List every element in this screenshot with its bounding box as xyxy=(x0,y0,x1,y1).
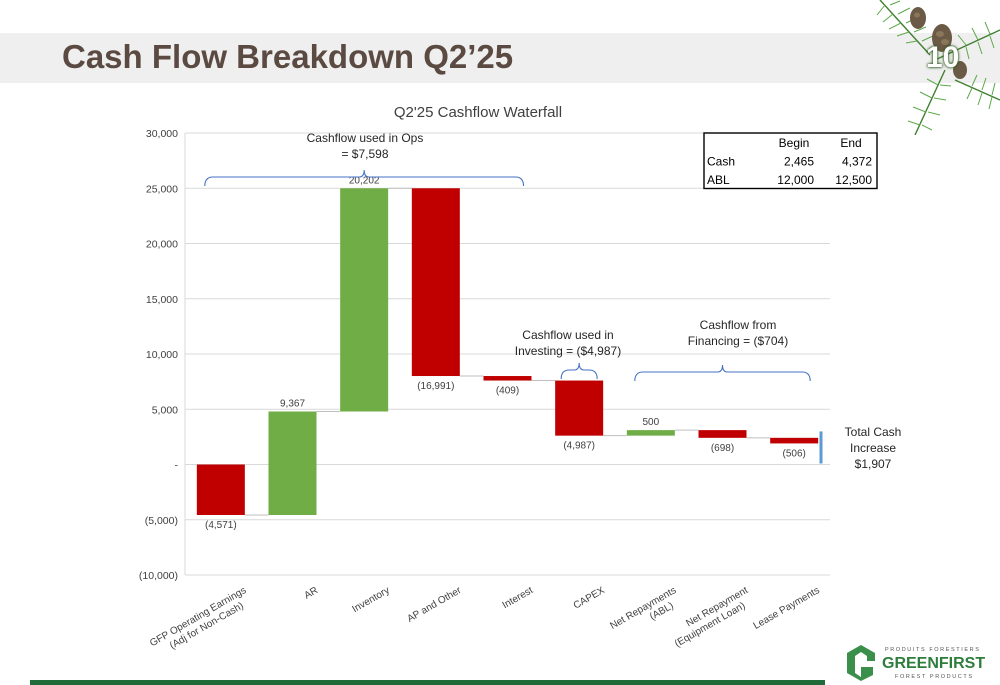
y-tick-label: (10,000) xyxy=(139,570,178,582)
cash-abl-table: Begin End Cash 2,465 4,372 ABL 12,000 12,500 xyxy=(703,132,878,190)
value-label-3: (16,991) xyxy=(417,381,454,392)
slide-title: Cash Flow Breakdown Q2’25 xyxy=(62,38,514,75)
value-label-4: (409) xyxy=(496,386,519,397)
x-tick-label-7: Net Repayment(Equipment Loan) xyxy=(667,585,756,650)
total-label-line: Total Cash xyxy=(845,425,902,439)
bar-6 xyxy=(626,430,675,436)
table-cell: 12,000 xyxy=(777,173,814,187)
pine-branch-decoration xyxy=(876,0,1000,135)
connector-lines xyxy=(244,187,771,516)
x-tick-label-4: Interest xyxy=(501,585,536,611)
bar-7 xyxy=(698,430,747,438)
bar-3 xyxy=(411,188,460,377)
y-tick-label: 25,000 xyxy=(146,183,178,195)
y-tick-label: 10,000 xyxy=(146,349,178,361)
greenfirst-logo: PRODUITS FORESTIERS GREENFIRST FOREST PR… xyxy=(847,645,985,681)
annotation-label-2: Financing = ($704) xyxy=(688,334,788,348)
bar-1 xyxy=(268,411,317,516)
x-tick-label-5: CAPEX xyxy=(572,585,607,612)
x-tick-label-8: Lease Payments xyxy=(752,585,822,632)
table-header: Begin xyxy=(779,136,810,150)
annotation-bracket-2 xyxy=(634,364,811,382)
bar-0 xyxy=(196,464,245,516)
title-band xyxy=(0,33,1000,83)
annotation-label-2: Cashflow from xyxy=(700,318,777,332)
value-label-7: (698) xyxy=(711,443,734,454)
bar-8 xyxy=(770,437,819,444)
logo-top-line: PRODUITS FORESTIERS xyxy=(885,647,981,653)
annotation-label-1: Investing = ($4,987) xyxy=(515,344,621,358)
annotation-brackets: Cashflow used in Ops = $7,598 Cashflow use… xyxy=(204,131,811,382)
table-cell: ABL xyxy=(707,173,730,187)
y-tick-label: - xyxy=(175,460,179,472)
annotation-label-0: Cashflow used in Ops xyxy=(307,131,424,145)
x-tick-label-2: Inventory xyxy=(351,585,392,615)
table-cell: 12,500 xyxy=(835,173,872,187)
y-tick-label: 30,000 xyxy=(146,128,178,140)
annotation-bracket-0 xyxy=(204,169,525,187)
x-tick-label-0: GFP Operating Earnings(Adj for Non-Cash) xyxy=(148,585,254,660)
table-header: End xyxy=(840,136,861,150)
value-label-0: (4,571) xyxy=(205,520,237,531)
value-label-8: (506) xyxy=(782,448,805,459)
logo-name: GREENFIRST xyxy=(882,655,985,672)
bottom-rule xyxy=(30,680,825,685)
logo-mark-icon xyxy=(847,645,875,681)
table-cell: 2,465 xyxy=(784,155,814,169)
y-axis: 30,000 25,000 20,000 15,000 10,000 5,000 - (5,0… xyxy=(139,128,186,582)
y-tick-label: 15,000 xyxy=(146,294,178,306)
value-label-2: 20,202 xyxy=(349,175,380,186)
table-cell: 4,372 xyxy=(842,155,872,169)
x-tick-label-3: AP and Other xyxy=(406,585,464,625)
bar-5 xyxy=(555,380,604,436)
value-label-5: (4,987) xyxy=(563,441,595,452)
page-number: 10 xyxy=(926,41,960,74)
value-label-6: 500 xyxy=(642,417,659,428)
total-label-line: $1,907 xyxy=(855,457,892,471)
y-tick-label: (5,000) xyxy=(145,515,178,527)
x-axis-labels: GFP Operating Earnings(Adj for Non-Cash)… xyxy=(148,585,822,660)
y-tick-label: 5,000 xyxy=(152,404,178,416)
annotation-label-0: = $7,598 xyxy=(341,147,388,161)
annotation-bracket-1 xyxy=(560,362,598,380)
total-label-line: Increase xyxy=(850,441,896,455)
x-tick-label-1: AR xyxy=(302,585,320,601)
total-cash-increase: Total Cash Increase $1,907 xyxy=(819,425,902,471)
x-tick-label-6: Net Repayments(ABL) xyxy=(608,585,684,642)
bars xyxy=(196,188,819,516)
value-label-1: 9,367 xyxy=(280,399,305,410)
y-tick-label: 20,000 xyxy=(146,239,178,251)
logo-bottom-line: FOREST PRODUCTS xyxy=(895,674,974,680)
value-labels: (4,571) 9,367 20,202 (16,991) (409) (4,987) 50… xyxy=(205,175,806,531)
chart-title: Q2'25 Cashflow Waterfall xyxy=(394,104,562,121)
annotation-label-1: Cashflow used in xyxy=(522,328,613,342)
table-cell: Cash xyxy=(707,155,735,169)
bar-4 xyxy=(483,376,532,381)
table-border xyxy=(703,132,878,190)
bar-2 xyxy=(340,188,389,412)
